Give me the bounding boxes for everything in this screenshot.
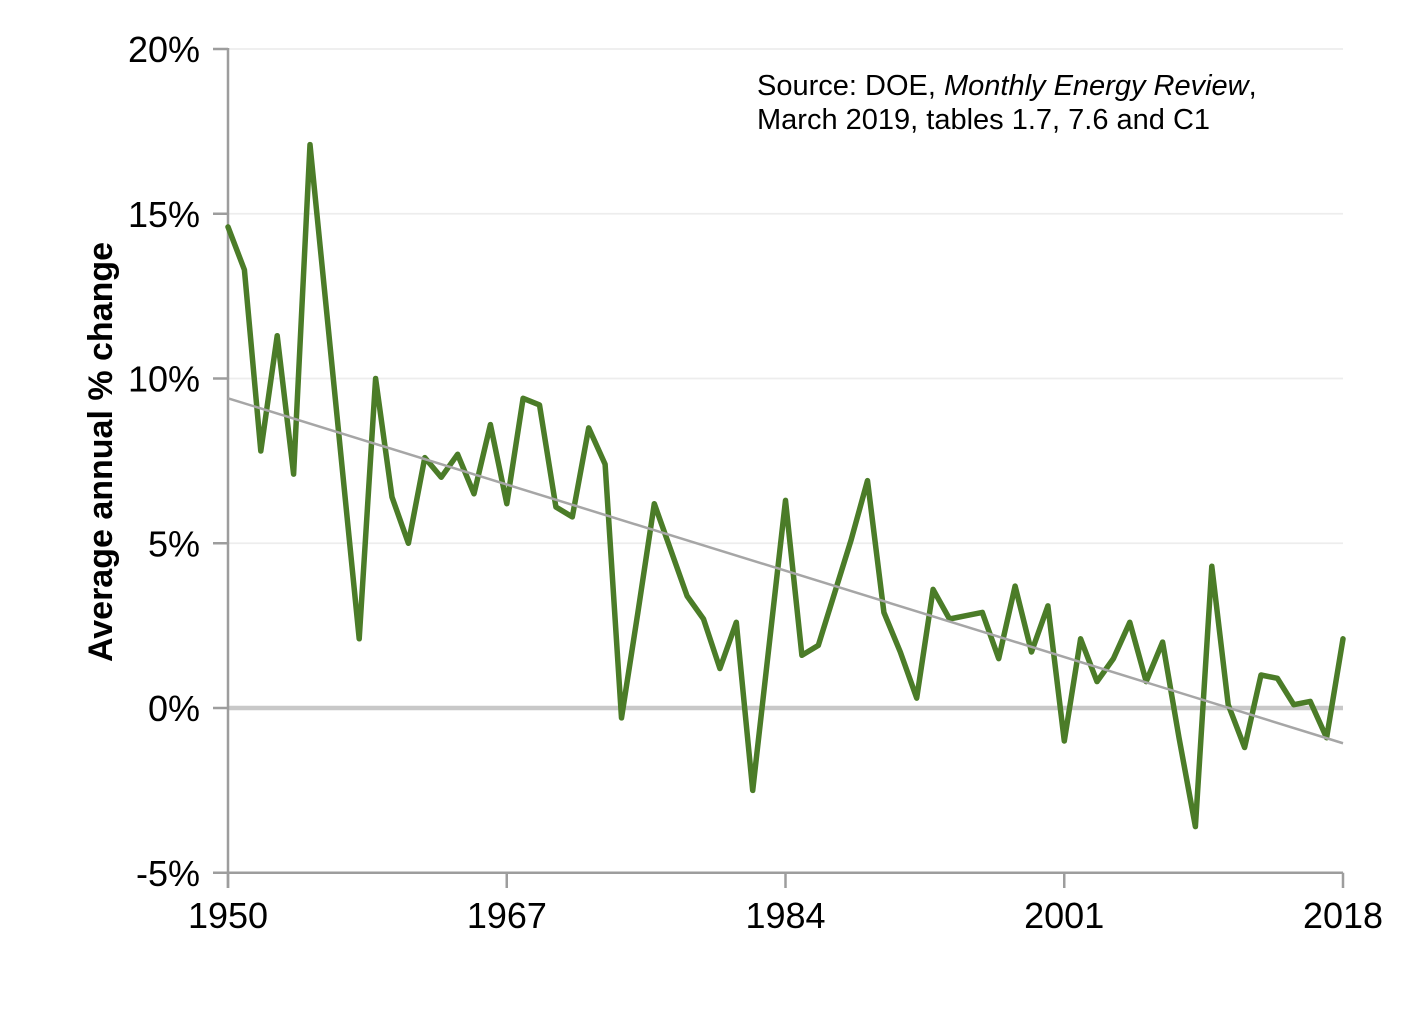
y-tick-label: 20% [128, 29, 200, 70]
y-tick-label: 5% [148, 523, 200, 564]
y-tick-label: -5% [136, 853, 200, 894]
trend-line [227, 397, 1344, 745]
series-layer [225, 141, 1346, 830]
source-note-line1: Source: DOE, Monthly Energy Review, [757, 70, 1257, 102]
y-tick-label: 0% [148, 688, 200, 729]
x-tick-label: 1984 [745, 895, 825, 936]
x-tick-label: 1967 [467, 895, 547, 936]
y-tick-label: 15% [128, 194, 200, 235]
source-note-line2: March 2019, tables 1.7, 7.6 and C1 [757, 104, 1210, 136]
x-tick-label: 2018 [1303, 895, 1383, 936]
source-comma: , [1249, 70, 1257, 102]
labels-layer: 20% 15% 10% 5% 0% -5% 1950 1967 1984 200… [82, 29, 1383, 936]
x-tick-label: 2001 [1024, 895, 1104, 936]
data-line [225, 141, 1346, 830]
gridlines-layer [228, 48, 1343, 711]
source-prefix: Source: DOE, [757, 70, 944, 102]
y-tick-label: 10% [128, 359, 200, 400]
y-axis-title: Average annual % change [82, 242, 120, 662]
axes-layer [213, 47, 1345, 888]
x-tick-label: 1950 [188, 895, 268, 936]
source-publication: Monthly Energy Review [944, 70, 1251, 102]
